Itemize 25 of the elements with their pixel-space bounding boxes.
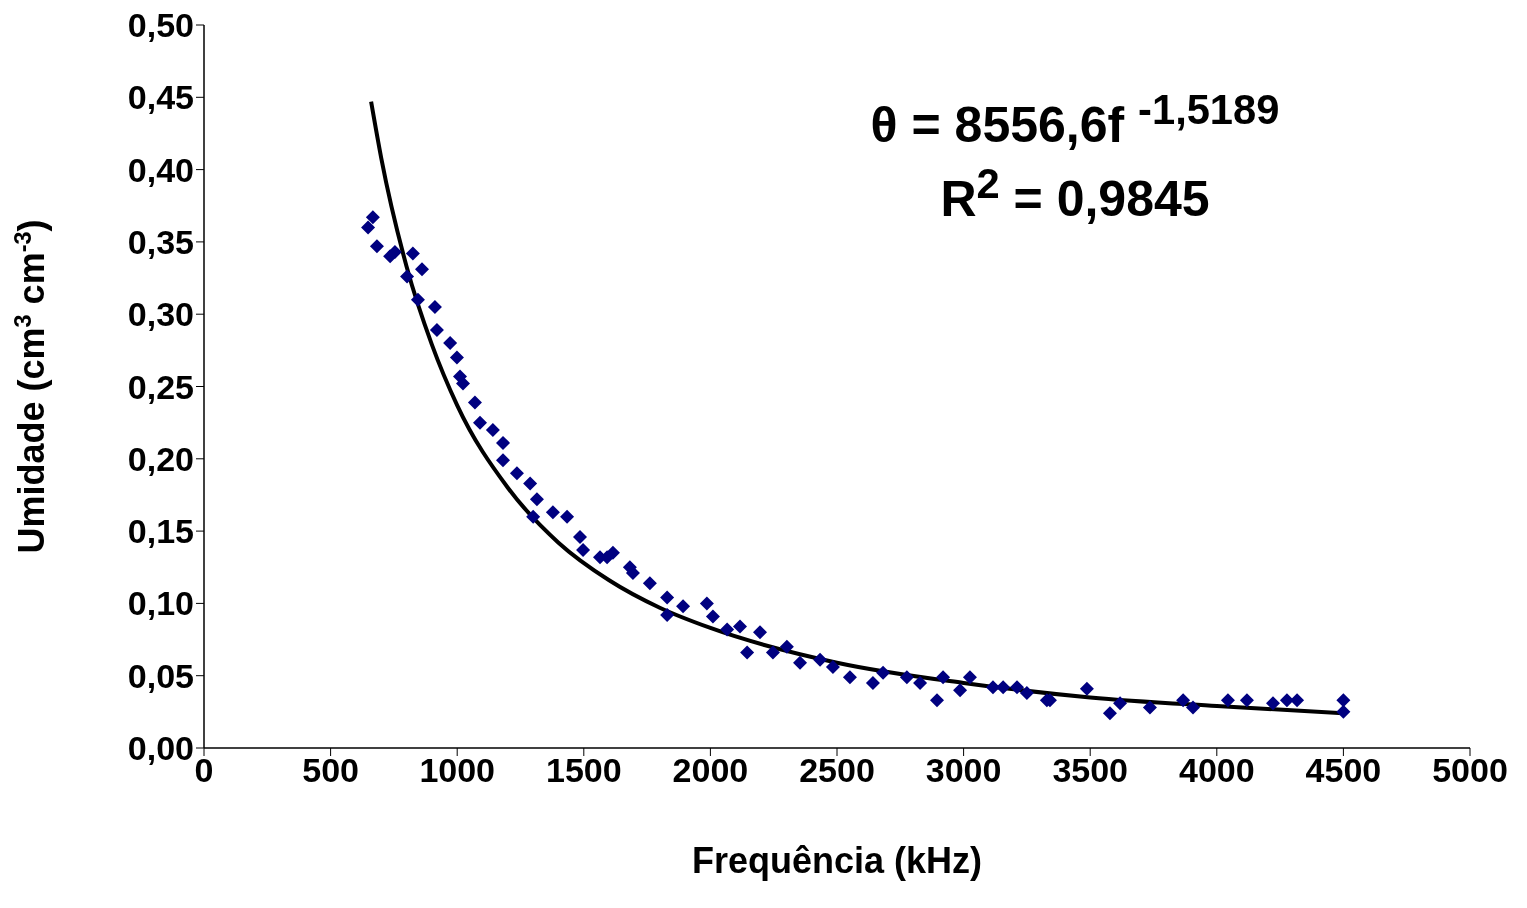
x-tick-label: 3500	[1052, 751, 1129, 790]
y-tick-label: 0,00	[127, 729, 194, 768]
x-tick-label: 4500	[1305, 751, 1382, 790]
y-tick-label: 0,30	[127, 295, 194, 334]
x-tick-label: 1500	[545, 751, 622, 790]
annotation: R$^{2}$ = 0,9845	[940, 160, 1210, 228]
x-axis-title: Frequência (kHz)	[691, 840, 983, 881]
y-tick-label: 0,20	[127, 439, 194, 478]
y-tick-label: 0,45	[127, 78, 194, 117]
x-tick-label: 500	[302, 751, 359, 790]
x-tick-label: 4000	[1178, 751, 1255, 790]
y-tick-label: 0,40	[127, 150, 194, 189]
annotation: θ = 8556,6f $^{-1,5189}$	[870, 86, 1280, 154]
x-tick-label: 3000	[925, 751, 1002, 790]
y-tick-label: 0,35	[127, 222, 194, 261]
y-tick-label: 0,25	[127, 367, 194, 406]
x-tick-label: 5000	[1432, 751, 1508, 790]
x-tick-label: 0	[194, 751, 214, 790]
y-tick-label: 0,10	[127, 584, 194, 623]
y-tick-label: 0,50	[127, 6, 194, 45]
x-tick-label: 2500	[799, 751, 875, 790]
y-tick-label: 0,15	[127, 512, 194, 551]
x-tick-label: 1000	[419, 751, 496, 790]
y-tick-label: 0,05	[127, 656, 194, 695]
x-tick-label: 2000	[672, 751, 749, 790]
